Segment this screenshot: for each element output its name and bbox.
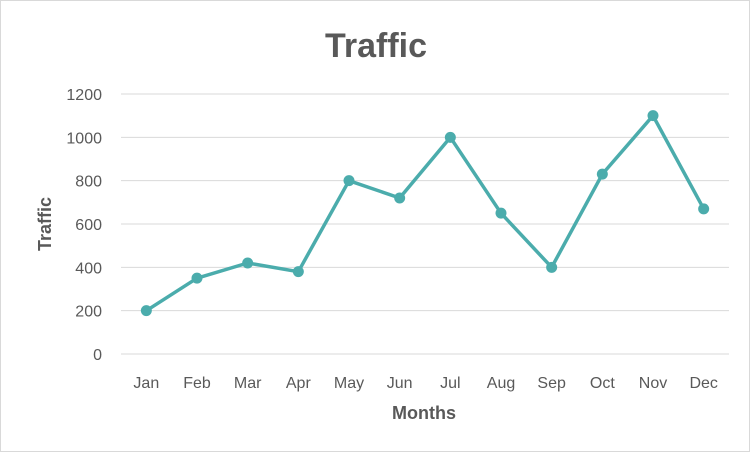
x-axis-ticks: Jan Feb Mar Apr May Jun Jul Aug Sep Oct Nov Dec xyxy=(133,375,717,392)
data-point-dec xyxy=(698,203,710,215)
chart-title: Traffic xyxy=(325,27,427,65)
y-axis-title: Traffic xyxy=(35,197,55,251)
series-traffic xyxy=(140,110,710,317)
x-tick-label: Jan xyxy=(133,375,159,392)
x-tick-label: Nov xyxy=(639,375,667,392)
x-tick-label: Jun xyxy=(387,375,413,392)
y-tick-label: 600 xyxy=(75,217,102,234)
data-point-sep xyxy=(546,261,558,273)
x-tick-label: Mar xyxy=(234,375,262,392)
data-point-apr xyxy=(292,266,304,278)
data-point-jun xyxy=(394,192,406,204)
data-point-oct xyxy=(596,168,608,180)
gridlines xyxy=(121,93,729,355)
data-point-nov xyxy=(647,110,659,122)
y-tick-label: 200 xyxy=(75,304,102,321)
x-tick-label: Dec xyxy=(689,375,717,392)
x-tick-label: Aug xyxy=(487,375,515,392)
x-tick-label: Oct xyxy=(590,375,615,392)
x-tick-label: Sep xyxy=(537,375,566,392)
data-point-mar xyxy=(242,257,254,269)
data-point-jan xyxy=(140,305,152,317)
data-point-may xyxy=(343,175,355,187)
y-tick-label: 800 xyxy=(75,174,102,191)
x-axis-title: Months xyxy=(392,403,456,423)
x-tick-label: Feb xyxy=(183,375,211,392)
x-tick-label: May xyxy=(334,375,364,392)
y-axis-ticks: 0 200 400 600 800 1000 1200 xyxy=(66,87,102,364)
data-point-aug xyxy=(495,207,507,219)
y-tick-label: 0 xyxy=(93,347,102,364)
data-point-feb xyxy=(191,272,203,284)
x-tick-label: Jul xyxy=(440,375,460,392)
y-tick-label: 1200 xyxy=(66,87,102,104)
series-line xyxy=(144,113,706,313)
x-tick-label: Apr xyxy=(286,375,312,392)
y-tick-label: 1000 xyxy=(66,130,102,147)
y-tick-label: 400 xyxy=(75,260,102,277)
data-point-jul xyxy=(444,131,456,143)
